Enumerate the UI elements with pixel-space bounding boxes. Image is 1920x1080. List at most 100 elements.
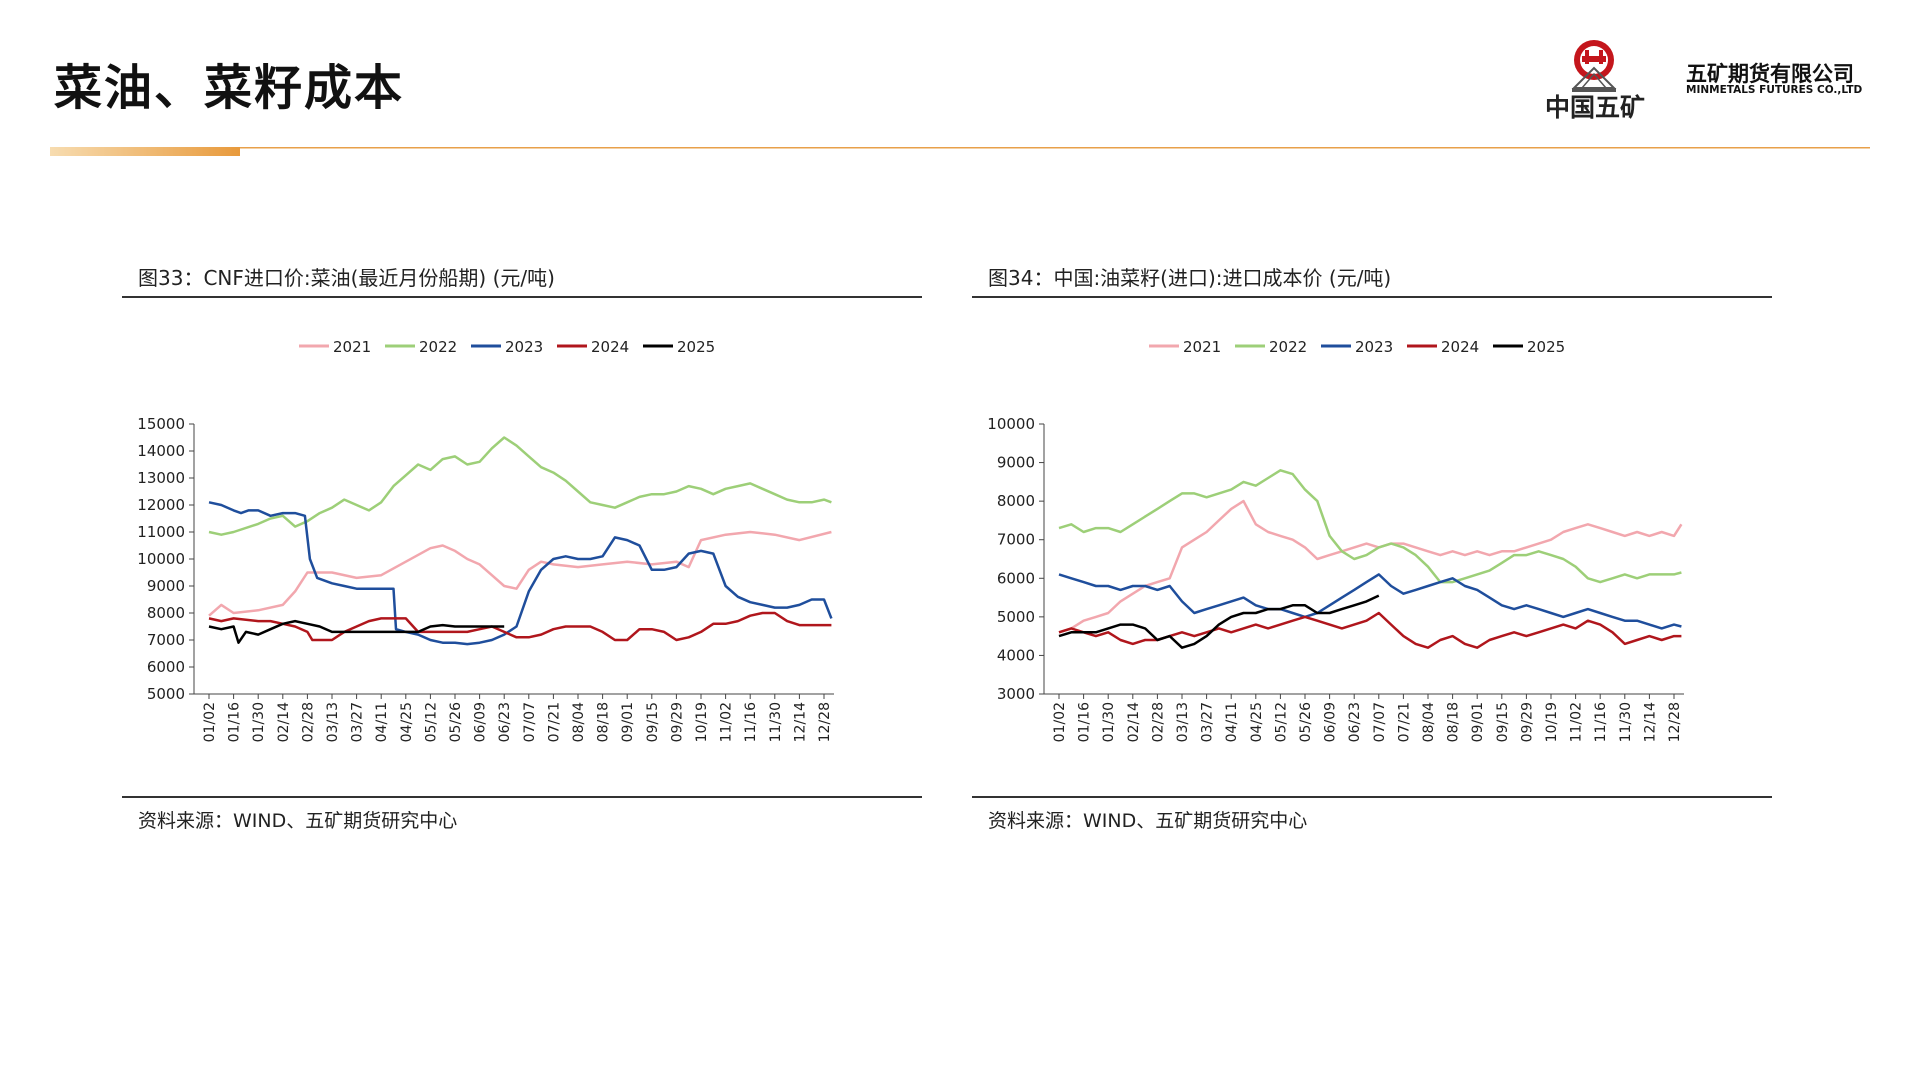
legend-label-2024: 2024 [1441,338,1479,356]
legend-label-2024: 2024 [591,338,629,356]
page-title: 菜油、菜籽成本 [54,60,405,116]
x-tick-label: 03/27 [1200,702,1216,742]
x-tick-label: 09/01 [620,702,636,742]
x-tick-label: 07/21 [1396,702,1412,742]
x-tick-label: 06/09 [473,702,489,742]
legend-label-2025: 2025 [677,338,715,356]
x-tick-label: 05/26 [448,702,464,742]
y-tick-label: 12000 [137,496,185,514]
x-tick-label: 09/15 [1495,702,1511,742]
series-line-2024 [1058,611,1682,649]
x-tick-label: 08/04 [571,702,587,742]
chart-panel-cnf-rapeseed-oil: 图33：CNF进口价:菜油(最近月份船期) (元/吨) 2021 2022 2023… [122,262,922,842]
x-tick-label: 04/11 [1224,702,1240,742]
x-tick-label: 01/16 [1077,702,1093,742]
x-tick-label: 02/14 [276,702,292,742]
x-tick-label: 11/30 [768,702,784,742]
y-tick-label: 6000 [147,658,185,676]
series-line-2025 [1058,594,1380,649]
x-tick-label: 10/19 [1544,702,1560,742]
x-tick-label: 12/14 [1642,702,1658,742]
chart-title: 图34：中国:油菜籽(进口):进口成本价 (元/吨) [988,266,1392,290]
y-tick-label: 9000 [997,454,1035,472]
series-line-2022 [1058,469,1682,584]
y-tick-label: 10000 [137,550,185,568]
x-tick-label: 04/11 [374,702,390,742]
x-tick-label: 09/29 [1519,702,1535,742]
header-divider [50,147,1870,156]
series-line-2022 [208,436,832,536]
x-tick-label: 08/18 [596,702,612,742]
y-tick-label: 6000 [997,569,1035,587]
y-tick-label: 5000 [997,608,1035,626]
y-tick-label: 4000 [997,646,1035,664]
x-tick-label: 11/02 [719,702,735,742]
x-tick-label: 07/07 [1372,702,1388,742]
x-tick-label: 02/14 [1126,702,1142,742]
x-tick-label: 10/19 [694,702,710,742]
chart-rapeseed-import-cost: 2021 2022 2023 2024 2025 3000 4000 5000 6000 7000… [987,338,1684,742]
x-tick-label: 02/28 [1150,702,1166,742]
x-tick-label: 09/15 [645,702,661,742]
title-rule [122,296,922,298]
series-line-2024 [208,611,832,642]
y-tick-label: 13000 [137,469,185,487]
x-tick-label: 11/02 [1569,702,1585,742]
legend-label-2022: 2022 [1269,338,1307,356]
x-tick-label: 12/14 [792,702,808,742]
chart-source: 资料来源：WIND、五矿期货研究中心 [138,810,458,832]
x-tick-label: 02/28 [300,702,316,742]
x-tick-label: 01/16 [227,702,243,742]
x-tick-label: 11/16 [743,702,759,742]
x-tick-label: 03/27 [350,702,366,742]
x-tick-label: 05/12 [423,702,439,742]
legend-label-2021: 2021 [1183,338,1221,356]
x-tick-label: 06/23 [1347,702,1363,742]
source-rule [122,796,922,798]
y-tick-label: 14000 [137,442,185,460]
series-line-2021 [208,530,832,617]
x-tick-label: 07/21 [546,702,562,742]
x-tick-label: 05/26 [1298,702,1314,742]
x-tick-label: 04/25 [399,702,415,742]
legend-label-2023: 2023 [505,338,543,356]
x-tick-label: 06/09 [1323,702,1339,742]
legend-label-2021: 2021 [333,338,371,356]
series-line-2025 [208,619,505,644]
y-tick-label: 5000 [147,685,185,703]
minmetals-logo-icon [1571,40,1617,92]
x-tick-label: 09/01 [1470,702,1486,742]
x-tick-label: 04/25 [1249,702,1265,742]
series-line-2023 [208,501,833,646]
y-tick-label: 8000 [997,492,1035,510]
legend-label-2025: 2025 [1527,338,1565,356]
x-tick-label: 05/12 [1273,702,1289,742]
x-tick-label: 01/30 [251,702,267,742]
title-rule [972,296,1772,298]
x-tick-label: 12/28 [817,702,833,742]
x-tick-label: 06/23 [497,702,513,742]
series-line-2021 [1058,499,1683,634]
series-line-2023 [1058,573,1682,630]
chart-panel-rapeseed-import-cost: 图34：中国:油菜籽(进口):进口成本价 (元/吨) 2021 2022 2023 2… [972,262,1772,842]
company-english-name: MINMETALS FUTURES CO.,LTD [1686,84,1863,96]
x-tick-label: 08/18 [1446,702,1462,742]
x-tick-label: 03/13 [325,702,341,742]
y-tick-label: 9000 [147,577,185,595]
company-name: 五矿期货有限公司 [1686,62,1854,86]
y-tick-label: 7000 [997,531,1035,549]
legend-label-2023: 2023 [1355,338,1393,356]
x-tick-label: 08/04 [1421,702,1437,742]
chart-source: 资料来源：WIND、五矿期货研究中心 [988,810,1308,832]
x-tick-label: 11/16 [1593,702,1609,742]
x-tick-label: 01/02 [1052,702,1068,742]
logo-chinese-name: 中国五矿 [1544,93,1645,122]
x-tick-label: 11/30 [1618,702,1634,742]
chart-cnf-rapeseed-oil: 2021 2022 2023 2024 2025 5000 6000 7000 8000 9000… [137,338,834,742]
legend-label-2022: 2022 [419,338,457,356]
x-tick-label: 07/07 [522,702,538,742]
x-tick-label: 12/28 [1667,702,1683,742]
y-tick-label: 7000 [147,631,185,649]
x-tick-label: 09/29 [669,702,685,742]
x-tick-label: 03/13 [1175,702,1191,742]
